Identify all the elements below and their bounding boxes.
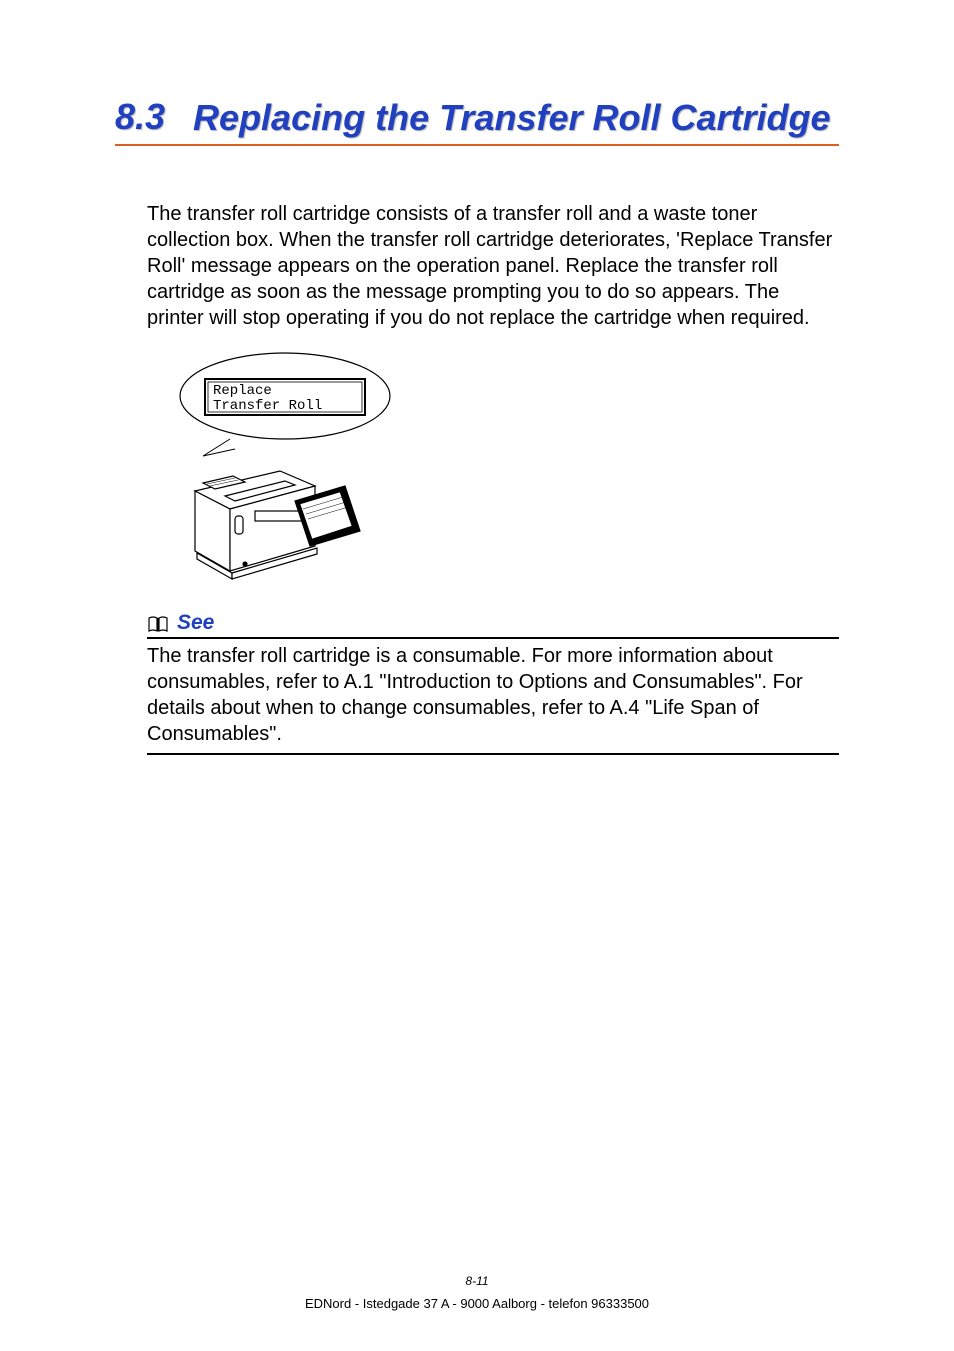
section-heading: 8.3 Replacing the Transfer Roll Cartridg… xyxy=(115,95,839,146)
page-footer: 8-11 EDNord - Istedgade 37 A - 9000 Aalb… xyxy=(0,1274,954,1311)
printer-diagram-svg: Replace Transfer Roll xyxy=(175,351,425,586)
see-header: See xyxy=(147,611,839,639)
see-label: See xyxy=(177,611,214,635)
book-icon xyxy=(147,615,169,633)
page-number: 8-11 xyxy=(0,1274,954,1288)
footer-text: EDNord - Istedgade 37 A - 9000 Aalborg -… xyxy=(0,1296,954,1311)
section-title: Replacing the Transfer Roll Cartridge xyxy=(193,95,830,140)
body-paragraph: The transfer roll cartridge consists of … xyxy=(147,201,839,331)
section-number: 8.3 xyxy=(115,95,165,138)
see-text: The transfer roll cartridge is a consuma… xyxy=(147,643,839,755)
display-line1: Replace xyxy=(213,383,272,399)
printer-illustration: Replace Transfer Roll xyxy=(175,351,425,586)
display-line2: Transfer Roll xyxy=(213,398,322,414)
